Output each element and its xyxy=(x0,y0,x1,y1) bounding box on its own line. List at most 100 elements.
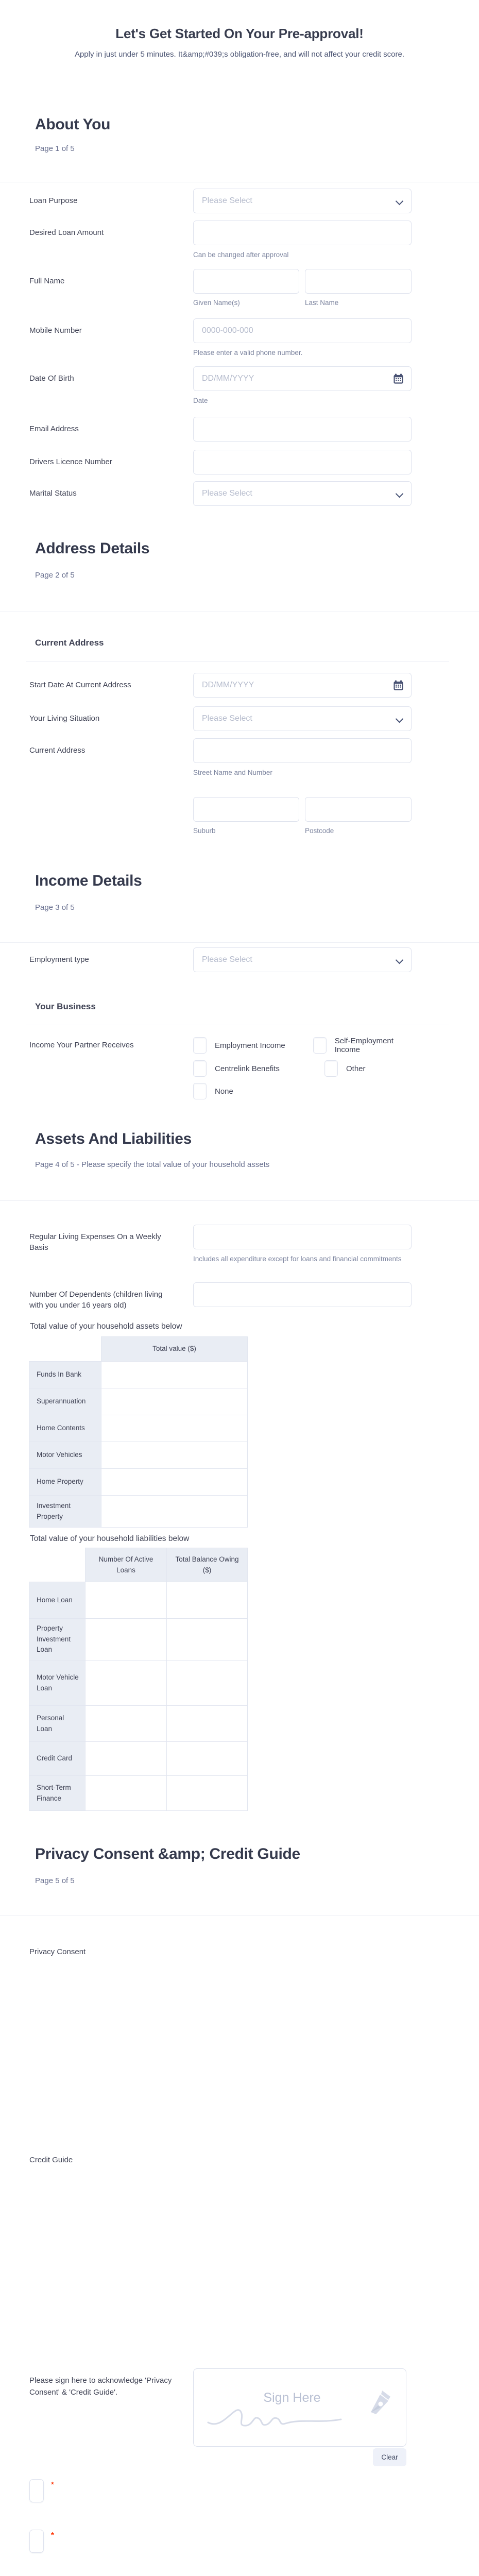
loan-purpose-select[interactable]: Please Select xyxy=(193,189,412,213)
liability-row-label: Short-Term Finance xyxy=(29,1775,85,1811)
subheading-current-address: Current Address xyxy=(35,638,104,648)
subheading-your-business: Your Business xyxy=(35,1002,96,1011)
liability-owing-cell[interactable] xyxy=(166,1741,248,1776)
liability-row-label: Home Loan xyxy=(29,1582,85,1619)
form-subtitle: Apply in just under 5 minutes. It&amp;#0… xyxy=(74,50,405,59)
drivers-licence-input[interactable] xyxy=(193,450,412,474)
asset-value-cell[interactable] xyxy=(101,1468,248,1496)
page-indicator-1: Page 1 of 5 xyxy=(35,144,75,153)
liability-owing-cell[interactable] xyxy=(166,1660,248,1706)
chevron-down-icon xyxy=(395,715,404,723)
start-date-label: Start Date At Current Address xyxy=(29,681,131,689)
credit-guide-label: Credit Guide xyxy=(29,2156,73,2164)
table-row: Home Loan xyxy=(29,1582,248,1619)
field-row-date-of-birth: Date Of Birth DD/MM/YYYY Date xyxy=(29,366,450,406)
dependents-input[interactable] xyxy=(193,1282,412,1307)
liability-loans-cell[interactable] xyxy=(85,1618,167,1660)
asset-row-label: Superannuation xyxy=(29,1388,101,1415)
employment-type-select[interactable]: Please Select xyxy=(193,947,412,972)
liability-owing-cell[interactable] xyxy=(166,1775,248,1811)
dependents-label: Number Of Dependents (children living wi… xyxy=(29,1290,163,1310)
field-row-suburb-postcode: Suburb Postcode xyxy=(29,797,450,835)
date-of-birth-input[interactable]: DD/MM/YYYY xyxy=(193,366,412,391)
liability-loans-cell[interactable] xyxy=(85,1775,167,1811)
asset-value-cell[interactable] xyxy=(101,1415,248,1442)
last-name-helper: Last Name xyxy=(305,299,339,307)
postcode-input[interactable] xyxy=(305,797,412,822)
desired-loan-amount-input[interactable] xyxy=(193,221,412,245)
date-of-birth-label: Date Of Birth xyxy=(29,374,74,383)
option-label: Centrelink Benefits xyxy=(215,1064,280,1073)
asset-value-cell[interactable] xyxy=(101,1495,248,1528)
living-situation-select[interactable]: Please Select xyxy=(193,706,412,731)
current-address-input[interactable] xyxy=(193,738,412,763)
liability-owing-cell[interactable] xyxy=(166,1705,248,1742)
table-row: Investment Property xyxy=(29,1495,248,1528)
asset-value-cell[interactable] xyxy=(101,1388,248,1415)
asset-row-label: Motor Vehicles xyxy=(29,1442,101,1469)
checkbox-other[interactable] xyxy=(324,1060,338,1077)
liability-row-label: Credit Card xyxy=(29,1741,85,1776)
marital-status-label: Marital Status xyxy=(29,489,77,498)
given-name-helper: Given Name(s) xyxy=(193,299,240,307)
asset-row-label: Investment Property xyxy=(29,1495,101,1528)
option-employment-income[interactable]: Employment Income xyxy=(193,1037,313,1054)
required-asterisk: * xyxy=(51,2531,54,2539)
assets-corner-cell xyxy=(29,1337,101,1362)
signature-pad[interactable]: Sign Here xyxy=(193,2368,406,2447)
suburb-postcode-spacer xyxy=(29,797,193,835)
email-address-input[interactable] xyxy=(193,417,412,442)
marital-status-select[interactable]: Please Select xyxy=(193,481,412,506)
mobile-number-input[interactable] xyxy=(193,318,412,343)
option-other[interactable]: Other xyxy=(324,1060,366,1077)
liability-owing-cell[interactable] xyxy=(166,1582,248,1619)
liability-owing-cell[interactable] xyxy=(166,1618,248,1660)
start-date-input[interactable]: DD/MM/YYYY xyxy=(193,673,412,698)
field-row-dependents: Number Of Dependents (children living wi… xyxy=(29,1282,450,1311)
section-divider xyxy=(0,1200,479,1201)
desired-loan-amount-label: Desired Loan Amount xyxy=(29,228,104,237)
field-row-desired-loan-amount: Desired Loan Amount Can be changed after… xyxy=(29,221,450,260)
suburb-input[interactable] xyxy=(193,797,299,822)
living-expenses-input[interactable] xyxy=(193,1225,412,1249)
liability-loans-cell[interactable] xyxy=(85,1741,167,1776)
given-name-input[interactable] xyxy=(193,269,299,294)
email-address-label: Email Address xyxy=(29,425,79,433)
option-centrelink-benefits[interactable]: Centrelink Benefits xyxy=(193,1060,324,1077)
pen-icon xyxy=(371,2391,390,2414)
liability-loans-cell[interactable] xyxy=(85,1660,167,1706)
checkbox-employment-income[interactable] xyxy=(193,1037,207,1054)
liability-loans-cell[interactable] xyxy=(85,1582,167,1619)
assets-col-header: Total value ($) xyxy=(101,1336,248,1362)
signature-squiggle xyxy=(207,2409,342,2427)
checkbox-centrelink-benefits[interactable] xyxy=(193,1060,207,1077)
clear-signature-button[interactable]: Clear xyxy=(373,2448,406,2466)
asset-value-cell[interactable] xyxy=(101,1361,248,1388)
table-row: Funds In Bank xyxy=(29,1361,248,1388)
table-row: Property Investment Loan xyxy=(29,1618,248,1660)
signature-label: Please sign here to acknowledge 'Privacy… xyxy=(29,2376,172,2397)
option-none[interactable]: None xyxy=(193,1083,324,1099)
consent-checkbox-1[interactable] xyxy=(29,2479,44,2502)
living-expenses-helper: Includes all expenditure except for loan… xyxy=(193,1255,402,1263)
field-row-mobile-number: Mobile Number Please enter a valid phone… xyxy=(29,318,450,358)
assets-header-row: Total value ($) xyxy=(29,1336,248,1362)
field-row-living-situation: Your Living Situation Please Select xyxy=(29,706,450,731)
consent-checkbox-2[interactable] xyxy=(29,2530,44,2553)
checkbox-self-employment-income[interactable] xyxy=(313,1037,327,1054)
liabilities-corner-cell xyxy=(29,1548,85,1582)
calendar-icon[interactable] xyxy=(393,374,404,387)
checkbox-none[interactable] xyxy=(193,1083,207,1099)
section-heading-income-details: Income Details xyxy=(35,872,142,889)
last-name-input[interactable] xyxy=(305,269,412,294)
living-situation-label: Your Living Situation xyxy=(29,714,100,723)
page-indicator-5: Page 5 of 5 xyxy=(35,1876,75,1885)
liability-loans-cell[interactable] xyxy=(85,1705,167,1742)
assets-table: Total value ($) Funds In Bank Superannua… xyxy=(29,1336,248,1528)
option-self-employment-income[interactable]: Self-Employment Income xyxy=(313,1037,412,1054)
table-row: Credit Card xyxy=(29,1741,248,1776)
asset-value-cell[interactable] xyxy=(101,1442,248,1469)
date-of-birth-placeholder: DD/MM/YYYY xyxy=(202,374,254,383)
calendar-icon[interactable] xyxy=(393,680,404,693)
